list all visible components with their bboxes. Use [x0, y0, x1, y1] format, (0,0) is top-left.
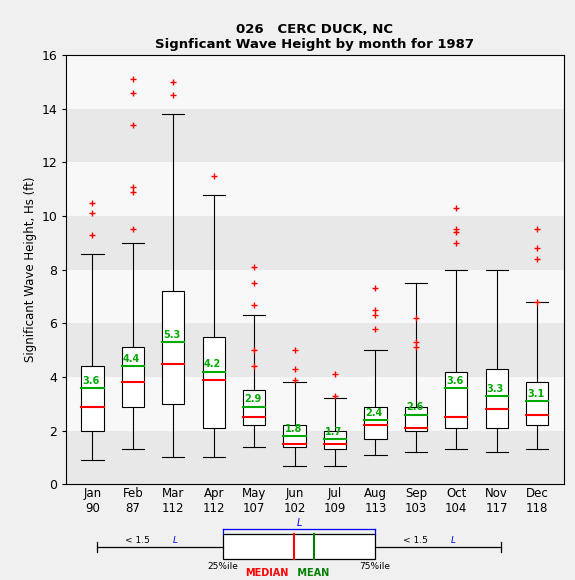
Text: L: L — [451, 536, 456, 545]
Title: 026   CERC DUCK, NC
Signficant Wave Height by month for 1987: 026 CERC DUCK, NC Signficant Wave Height… — [155, 23, 474, 51]
Bar — [66, 162, 564, 216]
Text: < 1.5: < 1.5 — [125, 536, 150, 545]
Bar — [66, 324, 564, 377]
Text: 2.9: 2.9 — [244, 394, 262, 404]
Text: L: L — [172, 536, 178, 545]
Text: 3.6: 3.6 — [446, 376, 463, 386]
Text: 4.4: 4.4 — [123, 354, 140, 364]
Bar — [66, 216, 564, 270]
Text: 2.4: 2.4 — [366, 408, 383, 418]
Bar — [66, 430, 564, 484]
Text: 25%ile: 25%ile — [208, 562, 239, 571]
Bar — [122, 347, 144, 407]
Bar — [243, 390, 265, 425]
Text: 3.6: 3.6 — [82, 376, 99, 386]
Text: MEAN: MEAN — [294, 568, 329, 578]
Bar — [365, 407, 386, 438]
Bar — [405, 407, 427, 430]
Bar — [202, 337, 225, 428]
Bar — [324, 430, 346, 450]
Bar — [445, 372, 467, 428]
Text: 3.3: 3.3 — [487, 383, 504, 394]
Bar — [283, 425, 306, 447]
Text: 75%ile: 75%ile — [359, 562, 390, 571]
Bar — [66, 377, 564, 430]
Bar — [66, 270, 564, 324]
Text: 2.6: 2.6 — [406, 403, 423, 412]
Bar — [486, 369, 508, 428]
Y-axis label: Significant Wave Height, Hs (ft): Significant Wave Height, Hs (ft) — [24, 177, 37, 362]
Text: 4.2: 4.2 — [204, 360, 221, 369]
Text: 3.1: 3.1 — [527, 389, 545, 399]
Bar — [81, 367, 104, 430]
Text: 5.3: 5.3 — [163, 330, 181, 340]
Bar — [162, 291, 185, 404]
Bar — [66, 55, 564, 109]
Text: L: L — [296, 518, 302, 528]
Bar — [66, 109, 564, 162]
Bar — [223, 534, 375, 559]
Text: 1.8: 1.8 — [285, 424, 302, 434]
Text: MEDIAN: MEDIAN — [246, 568, 289, 578]
Bar — [526, 382, 549, 425]
Text: < 1.5: < 1.5 — [403, 536, 428, 545]
Text: 1.7: 1.7 — [325, 426, 342, 437]
